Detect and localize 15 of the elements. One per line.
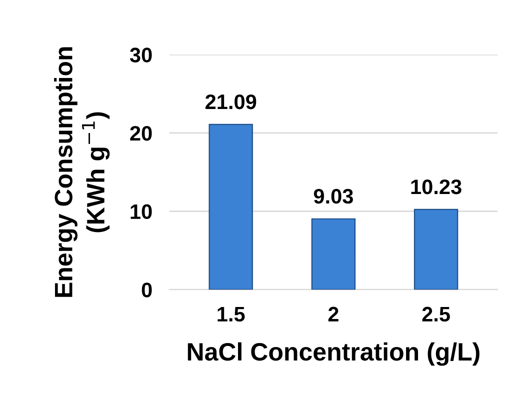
bar: [414, 208, 458, 290]
data-label: 10.23: [411, 179, 462, 194]
y-tick-label: 0: [142, 282, 152, 298]
x-tick-label: 1.5: [218, 307, 245, 322]
data-label: 21.09: [206, 94, 256, 110]
y-tick-label: 20: [130, 126, 152, 141]
bar: [311, 218, 356, 290]
y-axis-title: Energy Consumption (KWh g$^{−1}$): [54, 47, 110, 297]
x-axis-title: NaCl Concentration (g/L): [188, 342, 480, 366]
x-tick-label: 2: [328, 306, 338, 322]
x-tick-label: 2.5: [422, 306, 450, 322]
y-tick-label: 10: [130, 204, 152, 220]
bar: [208, 124, 253, 290]
y-tick-label: 30: [130, 48, 152, 62]
data-label: 9.03: [314, 188, 353, 204]
